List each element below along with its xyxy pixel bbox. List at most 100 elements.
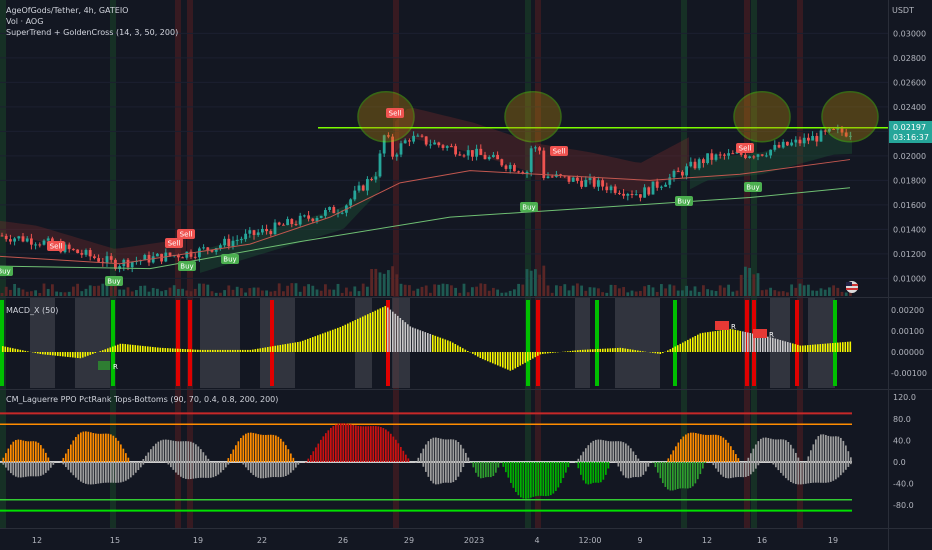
candle-body <box>235 239 239 241</box>
ppo-positive-bar <box>797 457 800 462</box>
volume-bar <box>382 273 386 296</box>
ppo-positive-bar <box>45 452 47 462</box>
flag-icon[interactable] <box>846 281 858 293</box>
macd-bar <box>809 344 812 352</box>
ppo-positive-bar <box>332 426 335 462</box>
candle-body <box>450 146 453 148</box>
macd-bar <box>132 344 134 352</box>
ppo-positive-bar <box>772 439 775 462</box>
candle-body <box>500 159 504 166</box>
volume-bar <box>30 291 33 296</box>
candle-body <box>626 193 630 196</box>
ppo-negative-bar <box>225 462 227 468</box>
volume-bar <box>72 286 75 296</box>
candle-body <box>282 224 285 226</box>
macd-bar <box>332 329 334 352</box>
ppo-positive-bar <box>170 440 172 462</box>
candle-body <box>311 218 315 222</box>
ppo-negative-bar <box>507 462 510 478</box>
volume-bar <box>492 287 495 296</box>
candle-body <box>206 247 210 251</box>
ppo-positive-bar <box>335 424 337 462</box>
ppo-negative-bar <box>555 462 557 491</box>
volume-bar <box>261 290 264 296</box>
macd-bar <box>574 350 577 352</box>
volume-bar <box>592 287 596 296</box>
ppo-positive-bar <box>92 432 95 462</box>
macd-bar <box>219 349 222 352</box>
ppo-negative-bar <box>492 462 495 477</box>
ppo-negative-bar <box>704 462 707 464</box>
macd-bar <box>74 352 77 358</box>
time-tick-6: 2023 <box>464 536 484 545</box>
candle-body <box>454 146 457 155</box>
volume-bar <box>286 285 289 296</box>
candle-body <box>67 244 71 249</box>
buy-signal: Buy <box>675 196 693 206</box>
macd-bar <box>404 322 407 352</box>
volume-bar <box>794 287 798 296</box>
time-tick-2: 19 <box>193 536 203 545</box>
macd-bar <box>807 345 809 352</box>
ppo-positive-bar <box>787 441 790 462</box>
macd-bar <box>754 334 757 352</box>
ppo-negative-bar <box>130 462 132 478</box>
macd-bar <box>274 345 277 352</box>
volume-bar <box>370 268 373 296</box>
ppo-positive-bar <box>417 457 420 462</box>
volume-bar <box>227 285 231 296</box>
ppo-negative-bar <box>515 462 517 493</box>
macd-bar <box>682 342 684 352</box>
ppo-positive-bar <box>775 439 777 462</box>
candle-body <box>80 253 84 255</box>
macd-bar <box>782 340 784 352</box>
volume-bar <box>198 283 201 296</box>
macd-bar <box>77 352 79 358</box>
macd-bar <box>739 330 742 352</box>
macd-bar <box>307 338 309 352</box>
macd-bar <box>72 352 74 358</box>
ppo-positive-bar <box>715 434 717 462</box>
macd-bar <box>719 330 722 352</box>
ppo-negative-bar <box>62 462 65 465</box>
macd-tick-2: 0.00000 <box>891 348 924 357</box>
ppo-negative-bar <box>262 462 265 479</box>
ppo-positive-bar <box>587 445 590 462</box>
candle-body <box>605 186 609 191</box>
bar-countdown: 03:16:37 <box>893 133 929 142</box>
ppo-positive-bar <box>697 433 700 462</box>
macd-bar <box>764 336 767 352</box>
ppo-negative-bar <box>135 462 137 473</box>
ppo-negative-bar <box>265 462 267 478</box>
volume-bar <box>681 290 684 296</box>
candle-body <box>118 266 121 269</box>
ppo-negative-bar <box>422 462 425 467</box>
ppo-positive-bar <box>445 439 447 462</box>
ppo-positive-bar <box>585 448 587 462</box>
ppo-negative-bar <box>425 462 427 472</box>
macd-bar <box>827 343 829 352</box>
candle-body <box>261 228 264 233</box>
ppo-positive-bar <box>5 453 7 462</box>
macd-signal-bar-12 <box>795 300 799 386</box>
volume-bar <box>361 283 365 296</box>
macd-bar <box>44 352 47 355</box>
price-tick-0: 0.03000 <box>893 29 926 38</box>
ppo-positive-bar <box>620 441 622 462</box>
ppo-negative-bar <box>92 462 95 485</box>
signal-box <box>178 261 196 271</box>
ppo-negative-bar <box>727 462 730 479</box>
ppo-positive-bar <box>777 439 780 462</box>
cloud-band <box>200 168 380 273</box>
macd-bar <box>407 324 409 352</box>
volume-bar <box>412 290 415 296</box>
ppo-negative-bar <box>802 462 805 485</box>
candle-body <box>651 181 655 195</box>
volume-bar <box>815 290 819 296</box>
ppo-positive-bar <box>200 449 202 462</box>
ppo-positive-bar <box>700 434 702 462</box>
volume-bar <box>206 284 210 296</box>
macd-bar <box>709 331 712 352</box>
macd-bar <box>334 328 337 352</box>
